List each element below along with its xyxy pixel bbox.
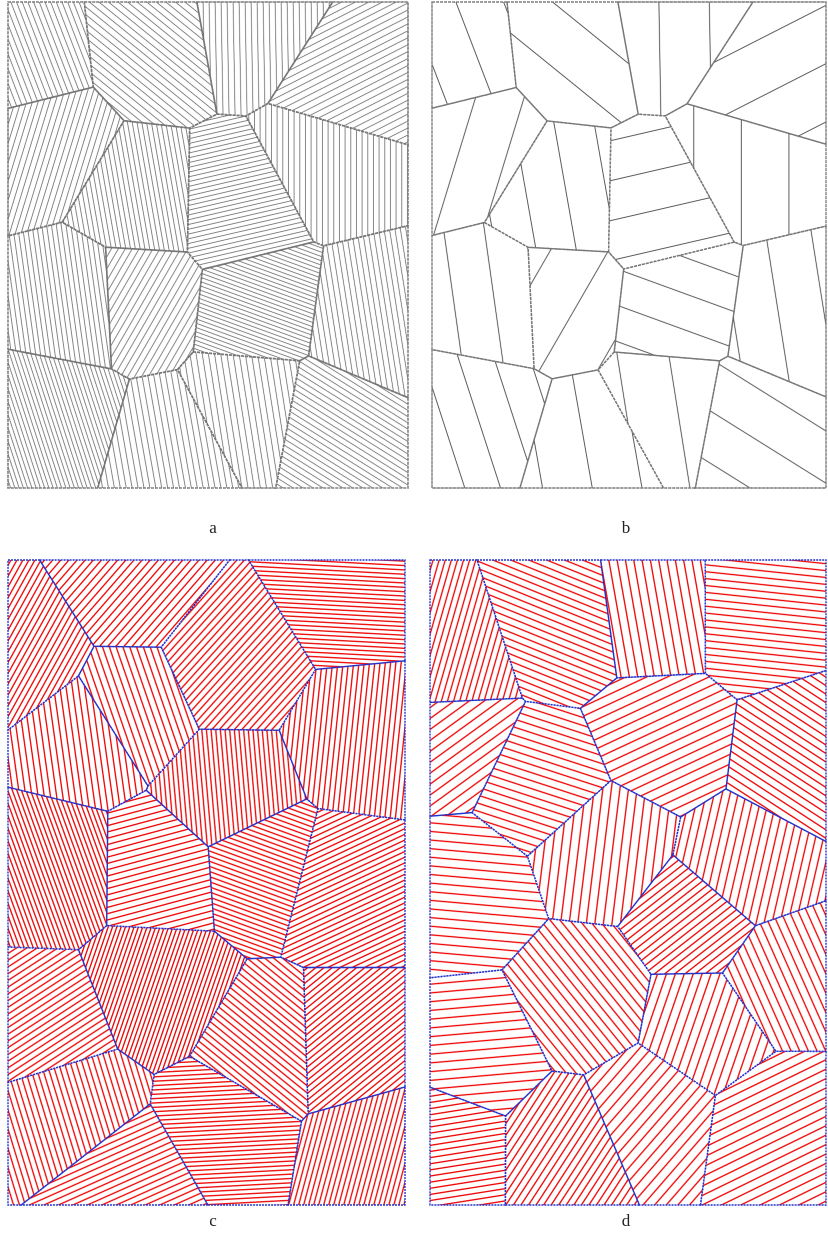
figure: a b c d bbox=[0, 0, 828, 1237]
panel-label: d bbox=[622, 1211, 631, 1230]
panel-label: a bbox=[209, 518, 217, 537]
page: {"panels": [{"label": "a"}, {"label": "b… bbox=[0, 0, 828, 1237]
micrograph bbox=[432, 2, 826, 488]
grain bbox=[8, 787, 108, 950]
grain bbox=[601, 560, 706, 678]
micrograph bbox=[8, 560, 405, 1205]
panel-label: c bbox=[209, 1211, 217, 1230]
grain bbox=[8, 222, 112, 369]
panel-label: b bbox=[622, 518, 631, 537]
grain bbox=[432, 223, 534, 369]
micrograph bbox=[430, 560, 826, 1205]
micrograph bbox=[8, 2, 408, 488]
